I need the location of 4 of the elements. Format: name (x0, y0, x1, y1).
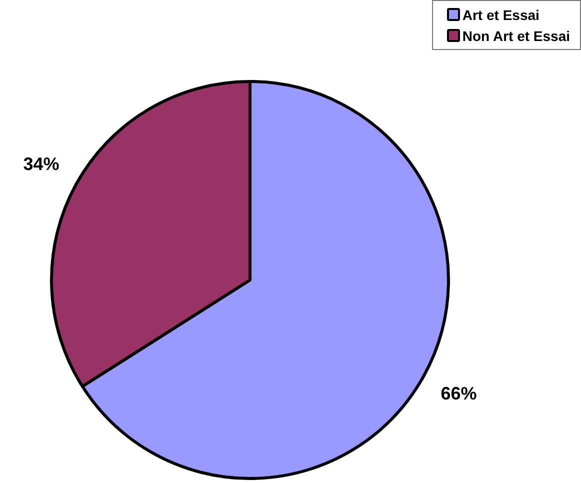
legend-label: Art et Essai (462, 6, 540, 22)
data-label: 66% (440, 384, 477, 404)
legend-label: Non Art et Essai (462, 28, 570, 44)
data-label: 34% (23, 154, 60, 174)
